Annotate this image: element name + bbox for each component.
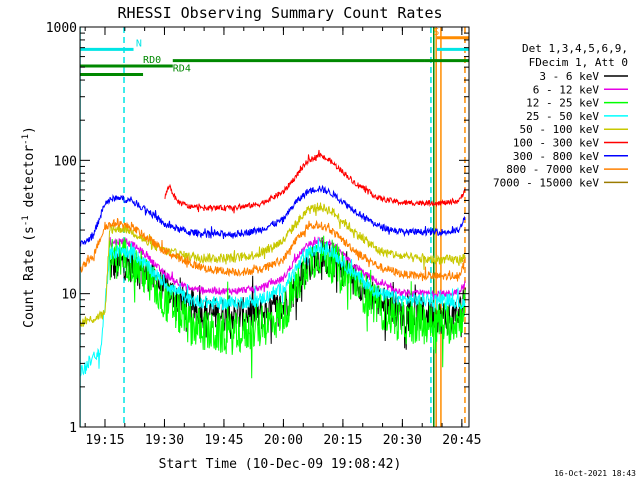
plot-frame bbox=[79, 26, 470, 428]
generation-timestamp: 16-Oct-2021 18:43 bbox=[554, 469, 636, 478]
flag-label-0: N bbox=[136, 38, 142, 49]
legend-entry-label-4: 50 - 100 keV bbox=[520, 123, 600, 136]
y-axis-label: Count Rate (s-1 detector-1) bbox=[21, 126, 37, 328]
legend-entry-label-6: 300 - 800 keV bbox=[513, 150, 599, 163]
y-axis-label-mid: detector bbox=[22, 145, 37, 216]
x-tick-label-6: 20:45 bbox=[442, 433, 481, 448]
y-tick-label-0: 1 bbox=[69, 421, 77, 436]
x-tick-label-5: 20:30 bbox=[383, 433, 422, 448]
y-tick-label-3: 1000 bbox=[46, 21, 77, 36]
series-line-3 bbox=[80, 238, 466, 377]
legend-entry-label-3: 25 - 50 keV bbox=[526, 110, 599, 123]
x-tick-label-2: 19:45 bbox=[204, 433, 243, 448]
x-axis-label: Start Time (10-Dec-09 19:08:42) bbox=[159, 457, 402, 472]
vertical-marker-lines bbox=[80, 27, 466, 427]
legend-entry-label-0: 3 - 6 keV bbox=[539, 70, 599, 83]
legend-header-0: Det 1,3,4,5,6,9, bbox=[522, 42, 628, 55]
series-layer bbox=[80, 149, 466, 379]
flag-label-3: S bbox=[433, 27, 439, 38]
x-tick-label-4: 20:15 bbox=[323, 433, 362, 448]
series-line-6 bbox=[80, 184, 466, 247]
legend-entry-label-7: 800 - 7000 keV bbox=[506, 163, 599, 176]
y-axis-label-end: ) bbox=[22, 126, 37, 134]
series-line-5 bbox=[164, 149, 466, 214]
y-axis-label-main: Count Rate (s bbox=[22, 226, 37, 328]
x-tick-label-0: 19:15 bbox=[85, 433, 124, 448]
x-tick-label-3: 20:00 bbox=[264, 433, 303, 448]
y-tick-label-2: 100 bbox=[54, 154, 77, 169]
legend-entry-label-1: 6 - 12 keV bbox=[533, 83, 600, 96]
series-line-4 bbox=[80, 202, 466, 327]
legend-entry-label-5: 100 - 300 keV bbox=[513, 137, 599, 150]
legend-header-1: FDecim 1, Att 0 bbox=[529, 56, 628, 69]
x-tick-label-1: 19:30 bbox=[145, 433, 184, 448]
chart-title: RHESSI Observing Summary Count Rates bbox=[117, 4, 442, 22]
series-line-1 bbox=[109, 236, 466, 300]
legend: Det 1,3,4,5,6,9,FDecim 1, Att 03 - 6 keV… bbox=[493, 42, 628, 189]
flag-label-1: RD0 bbox=[143, 55, 161, 66]
legend-entry-label-8: 7000 - 15000 keV bbox=[493, 176, 599, 189]
series-line-2 bbox=[109, 235, 466, 379]
series-line-7 bbox=[80, 217, 466, 282]
y-axis-label-sup1: -1 bbox=[21, 215, 31, 226]
axes: 19:15 19:30 19:45 20:00 20:15 20:30 20:45 1 10 10… bbox=[46, 21, 482, 448]
y-axis-label-sup2: -1 bbox=[21, 134, 31, 145]
flag-label-2: RD4 bbox=[173, 64, 191, 75]
legend-entry-label-2: 12 - 25 keV bbox=[526, 97, 599, 110]
y-tick-label-1: 10 bbox=[61, 288, 77, 303]
